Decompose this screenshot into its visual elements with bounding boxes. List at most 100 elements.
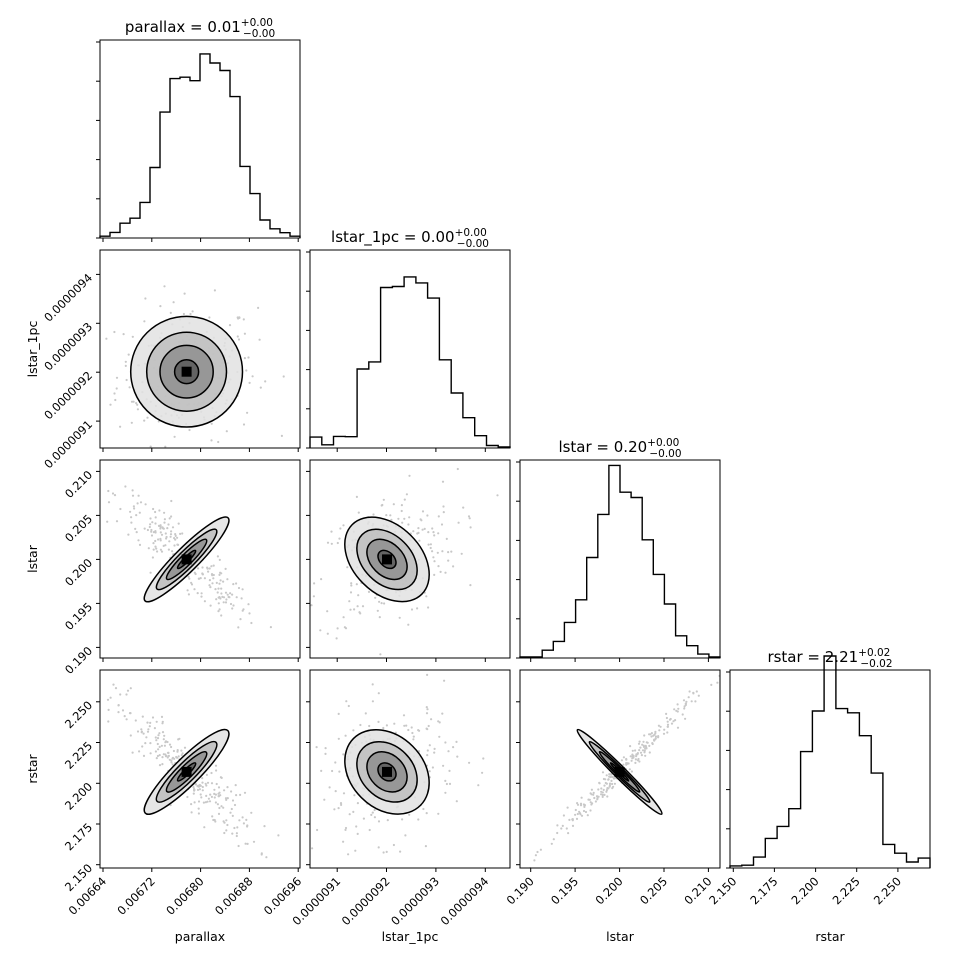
scatter-point bbox=[248, 612, 251, 615]
scatter-point bbox=[347, 853, 350, 856]
scatter-point bbox=[113, 392, 116, 395]
scatter-point bbox=[181, 532, 184, 535]
scatter-point bbox=[371, 811, 374, 814]
scatter-point bbox=[186, 589, 189, 592]
scatter-point bbox=[172, 301, 175, 304]
scatter-point bbox=[174, 533, 177, 536]
scatter-point bbox=[648, 751, 651, 754]
scatter-point bbox=[150, 530, 153, 533]
scatter-point bbox=[128, 386, 131, 389]
scatter-point bbox=[138, 750, 141, 753]
scatter-point bbox=[183, 746, 187, 749]
scatter-point bbox=[257, 306, 260, 309]
scatter-point bbox=[411, 731, 414, 735]
scatter-point bbox=[162, 753, 165, 756]
scatter-point bbox=[247, 603, 250, 606]
scatter-point bbox=[217, 596, 220, 599]
scatter-point bbox=[353, 794, 356, 797]
scatter-point bbox=[126, 689, 130, 692]
scatter-point bbox=[149, 571, 152, 574]
scatter-point bbox=[336, 541, 339, 545]
scatter-point bbox=[345, 700, 348, 703]
y-tick-label-lstar: 0.190 bbox=[62, 644, 95, 677]
histogram-step bbox=[519, 464, 721, 658]
scatter-point bbox=[561, 824, 564, 828]
scatter-point bbox=[456, 467, 459, 471]
scatter-point bbox=[196, 592, 199, 595]
scatter-point bbox=[215, 581, 218, 585]
scatter-point bbox=[654, 730, 657, 734]
scatter-point bbox=[401, 521, 404, 524]
scatter-point bbox=[649, 733, 652, 736]
scatter-point bbox=[180, 749, 183, 752]
scatter-point bbox=[653, 738, 656, 741]
scatter-point bbox=[436, 551, 439, 554]
scatter-point bbox=[344, 826, 348, 830]
scatter-point bbox=[469, 584, 472, 587]
scatter-point bbox=[676, 703, 679, 706]
scatter-point bbox=[114, 398, 117, 402]
scatter-point bbox=[377, 820, 381, 823]
scatter-point bbox=[371, 700, 374, 703]
scatter-point bbox=[230, 807, 233, 811]
scatter-point bbox=[625, 757, 628, 761]
scatter-point bbox=[595, 795, 599, 798]
title-lower: −0.02 bbox=[860, 658, 892, 670]
scatter-point bbox=[159, 527, 162, 530]
y-axis-label-lstar: lstar bbox=[25, 544, 40, 573]
scatter-point bbox=[643, 734, 646, 737]
scatter-point bbox=[210, 422, 213, 425]
scatter-point bbox=[385, 724, 388, 727]
scatter-point bbox=[176, 749, 179, 752]
scatter-point bbox=[226, 593, 229, 596]
scatter-point bbox=[217, 602, 220, 605]
scatter-point bbox=[438, 735, 441, 738]
scatter-point bbox=[666, 731, 669, 734]
scatter-point bbox=[142, 732, 145, 735]
scatter-point bbox=[125, 718, 128, 721]
scatter-point bbox=[675, 709, 678, 712]
scatter-point bbox=[455, 740, 458, 744]
scatter-point bbox=[107, 489, 110, 493]
scatter-point bbox=[606, 795, 609, 798]
scatter-point bbox=[355, 825, 358, 828]
title-upper: +0.00 bbox=[455, 227, 487, 239]
scatter-point bbox=[216, 591, 219, 594]
scatter-point bbox=[242, 423, 246, 426]
x-axis-label-lstar_1pc: lstar_1pc bbox=[382, 929, 439, 944]
scatter-point bbox=[171, 763, 174, 766]
scatter-point bbox=[433, 534, 436, 537]
scatter-point bbox=[86, 454, 88, 456]
scatter-point bbox=[539, 848, 543, 851]
contour-line bbox=[377, 549, 397, 570]
scatter-point bbox=[200, 796, 203, 799]
scatter-point bbox=[208, 800, 212, 803]
scatter-point bbox=[576, 812, 579, 816]
scatter-point bbox=[353, 608, 356, 611]
scatter-point bbox=[213, 796, 216, 799]
scatter-point bbox=[106, 698, 110, 701]
scatter-point bbox=[402, 714, 406, 717]
scatter-point bbox=[444, 779, 447, 783]
histogram-step bbox=[309, 276, 511, 448]
scatter-point bbox=[604, 778, 607, 781]
scatter-point bbox=[232, 604, 235, 607]
scatter-point bbox=[117, 711, 120, 714]
scatter-point bbox=[163, 521, 166, 524]
scatter-point bbox=[416, 666, 418, 668]
scatter-point bbox=[431, 550, 434, 553]
scatter-point bbox=[170, 530, 173, 533]
scatter-point bbox=[692, 692, 695, 695]
scatter-point bbox=[562, 814, 566, 817]
scatter-point bbox=[645, 747, 648, 750]
scatter-point bbox=[170, 499, 173, 503]
scatter-point bbox=[238, 819, 241, 822]
scatter-point bbox=[525, 869, 527, 871]
scatter-point bbox=[222, 580, 225, 583]
scatter-point bbox=[443, 679, 446, 682]
scatter-point bbox=[427, 543, 430, 546]
scatter-point bbox=[269, 626, 272, 629]
scatter-point bbox=[163, 285, 166, 288]
scatter-point bbox=[258, 338, 261, 341]
scatter-point bbox=[392, 503, 395, 506]
